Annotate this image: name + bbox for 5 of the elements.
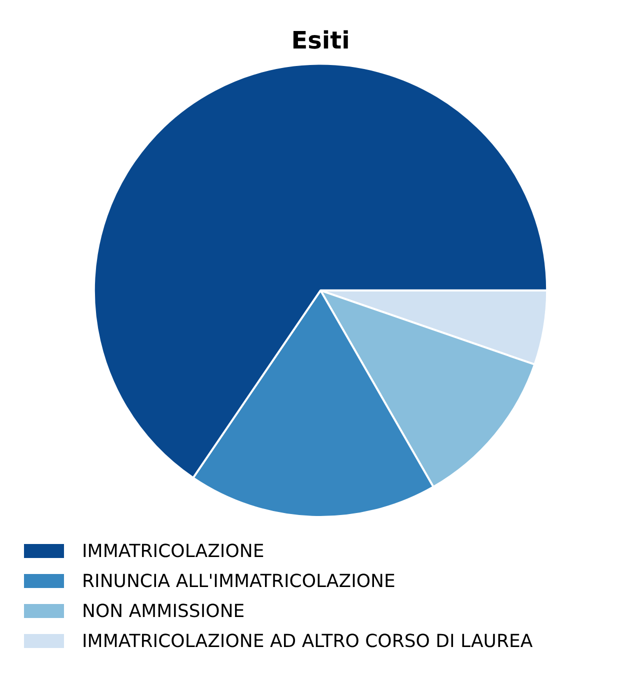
legend-label: IMMATRICOLAZIONE AD ALTRO CORSO DI LAUREA	[82, 630, 533, 652]
legend-label: RINUNCIA ALL'IMMATRICOLAZIONE	[82, 570, 396, 592]
legend-label: IMMATRICOLAZIONE	[82, 540, 264, 562]
chart-title: Esiti	[291, 26, 350, 55]
legend-label: NON AMMISSIONE	[82, 600, 245, 622]
